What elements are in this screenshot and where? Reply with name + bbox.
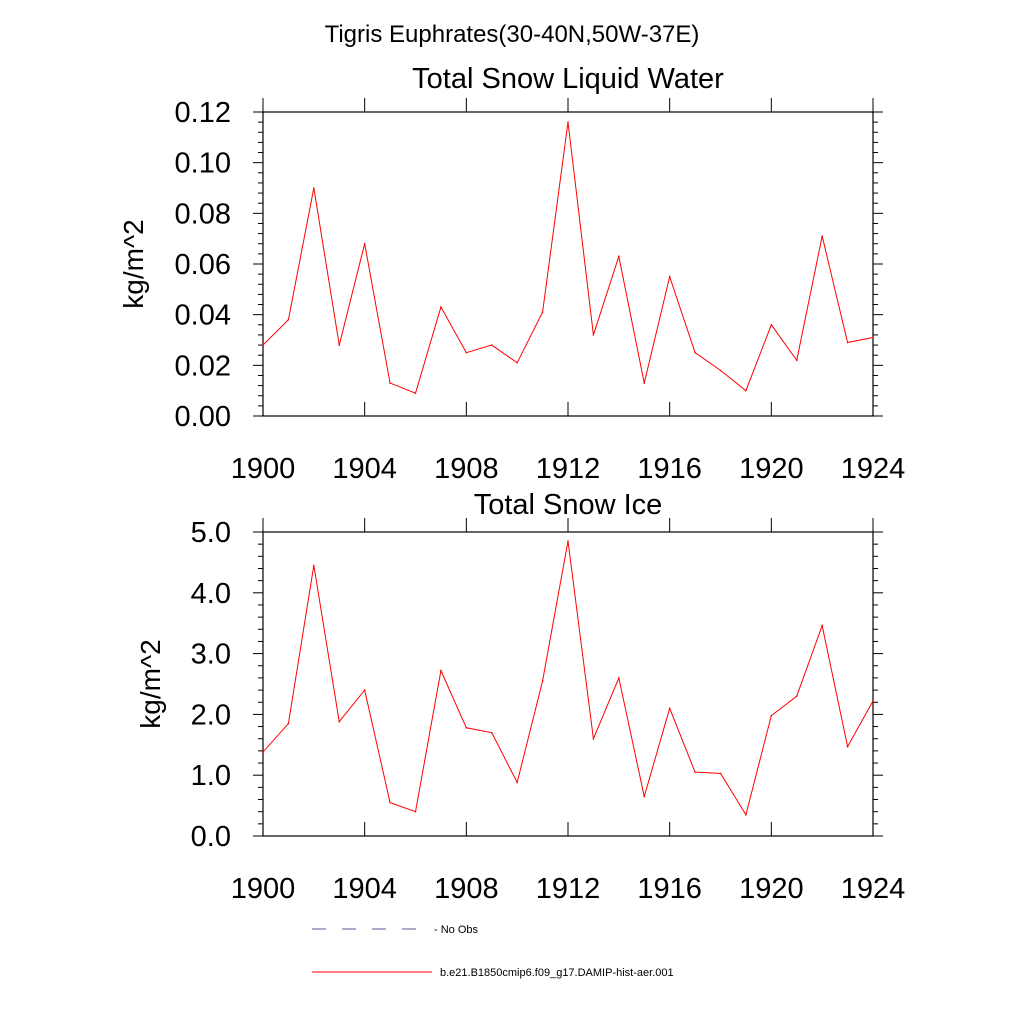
chart-panel-1: Total Snow Liquid Water kg/m^2 1900 1904 190… [118,63,905,485]
legend-item: b.e21.B1850cmip6.f09_g17.DAMIP-hist-aer.… [312,967,674,979]
x-tick-label: 1916 [637,873,702,905]
x-tick-label: 1908 [434,873,499,905]
data-point [694,771,696,773]
data-point [490,731,493,734]
data-point [440,306,442,308]
x-tick-label: 1904 [332,873,397,905]
series-line [262,541,874,816]
chart-title: Total Snow Ice [474,489,663,521]
data-point [338,344,341,346]
series-line [262,122,874,394]
data-point [389,382,391,384]
data-point [770,324,773,326]
data-point [287,318,290,321]
data-point [719,772,722,775]
data-point [668,707,671,710]
x-tick-label: 1924 [841,453,906,485]
x-tick-label: 1900 [231,453,296,485]
data-point [516,781,518,784]
y-tick-label: 0.04 [175,300,231,332]
data-point [618,255,620,258]
data-point [770,714,773,717]
data-point [440,669,442,672]
x-tick-label: 1912 [536,453,601,485]
data-point [719,369,722,372]
data-point [414,392,417,395]
x-tick-label: 1920 [739,873,804,905]
data-point [541,311,544,313]
data-point [567,121,569,123]
data-point [592,334,595,336]
data-point [668,275,671,278]
plot-frame [262,531,874,837]
y-tick-label: 0.06 [175,249,231,281]
legend-item: - No Obs [312,924,479,936]
plot-frame [262,111,874,417]
data-point [465,351,468,354]
x-tick-label: 1916 [637,453,702,485]
y-tick-label: 3.0 [191,639,231,671]
y-tick-label: 0.12 [175,97,231,129]
y-tick-label: 1.0 [191,760,231,792]
y-tick-label: 4.0 [191,578,231,610]
data-point [262,344,264,346]
data-point [795,359,798,362]
data-point [745,813,747,816]
data-point [643,382,646,384]
x-tick-label: 1904 [332,453,397,485]
data-point [313,564,315,567]
y-tick-label: 0.00 [175,401,231,433]
legend-label: - No Obs [434,924,479,936]
data-point [541,680,544,682]
data-point [465,726,468,729]
data-point [846,745,849,748]
data-point [694,351,696,354]
data-point [363,242,366,245]
legend: - No Obs b.e21.B1850cmip6.f09_g17.DAMIP-h… [312,924,674,979]
data-point [567,540,569,542]
x-tick-label: 1908 [434,453,499,485]
data-point [846,341,849,344]
data-point [363,689,366,691]
x-tick-label: 1920 [739,453,804,485]
data-point [872,336,874,339]
data-point [821,624,823,627]
data-point [643,795,646,798]
data-point [872,700,874,702]
legend-label: b.e21.B1850cmip6.f09_g17.DAMIP-hist-aer.… [440,967,674,979]
y-axis-label: kg/m^2 [135,639,166,728]
chart-panel-2: Total Snow Ice kg/m^2 1900 1904 1908 1912 1916… [135,489,905,905]
data-point [389,801,391,804]
data-point [338,720,341,723]
data-point [592,737,595,740]
x-tick-label: 1912 [536,873,601,905]
y-tick-label: 0.10 [175,148,231,180]
x-tick-label: 1924 [841,873,906,905]
data-point [414,810,417,813]
data-point [313,187,315,189]
y-tick-label: 0.02 [175,350,231,382]
y-tick-label: 5.0 [191,517,231,549]
data-point [795,695,798,697]
y-tick-label: 0.0 [191,821,231,853]
data-point [516,362,518,364]
data-point [821,235,823,237]
chart-title: Total Snow Liquid Water [412,63,724,95]
data-point [287,722,290,725]
y-tick-label: 0.08 [175,198,231,230]
data-point [490,344,493,346]
figure-title: Tigris Euphrates(30-40N,50W-37E) [325,21,700,48]
x-tick-label: 1900 [231,873,296,905]
y-axis-label: kg/m^2 [118,219,149,308]
data-point [262,751,264,753]
data-point [745,389,747,392]
data-point [618,677,620,679]
y-tick-label: 2.0 [191,699,231,731]
